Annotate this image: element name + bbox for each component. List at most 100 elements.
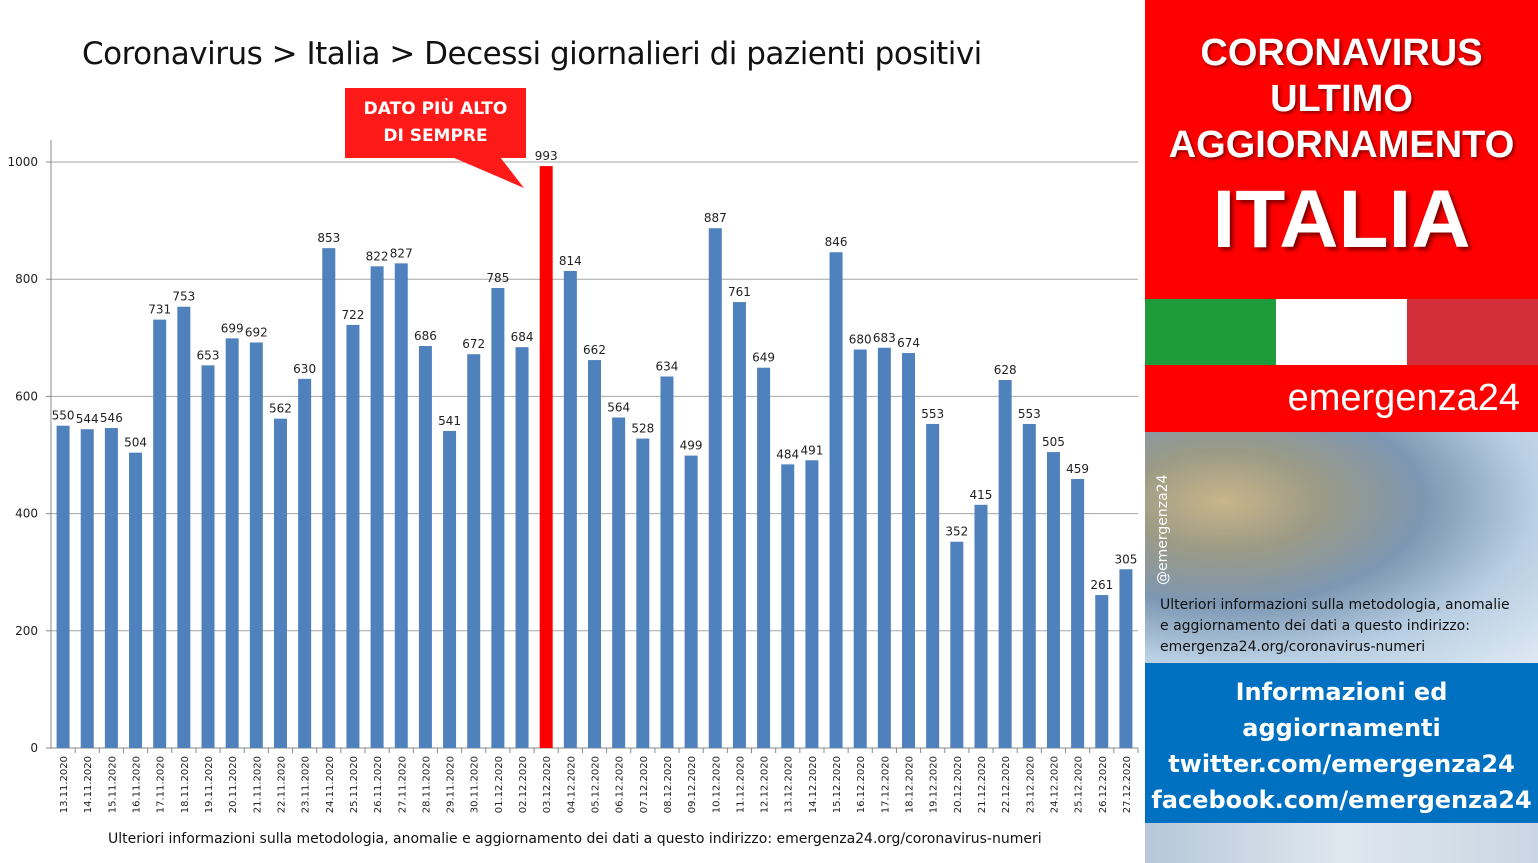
bar-highlight bbox=[539, 166, 553, 749]
bar bbox=[322, 248, 336, 748]
bar bbox=[902, 353, 916, 748]
data-label: 731 bbox=[148, 303, 171, 317]
bar bbox=[467, 354, 481, 748]
flag-green bbox=[1145, 299, 1276, 365]
x-tick-label: 19.11.2020 bbox=[204, 756, 215, 813]
x-tick-label: 07.12.2020 bbox=[639, 756, 650, 813]
x-tick-label: 17.11.2020 bbox=[156, 756, 167, 813]
x-tick-label: 26.12.2020 bbox=[1098, 756, 1109, 813]
bar bbox=[732, 302, 746, 748]
x-tick-label: 08.12.2020 bbox=[663, 756, 674, 813]
x-tick-label: 06.12.2020 bbox=[615, 756, 626, 813]
bar bbox=[515, 347, 529, 748]
facebook-link[interactable]: facebook.com/emergenza24 bbox=[1151, 786, 1532, 814]
y-tick-label: 0 bbox=[30, 741, 38, 755]
bar bbox=[1071, 479, 1085, 748]
x-tick-label: 27.12.2020 bbox=[1122, 756, 1133, 813]
bar bbox=[153, 319, 167, 748]
data-label: 684 bbox=[511, 330, 534, 344]
x-tick-label: 02.12.2020 bbox=[518, 756, 529, 813]
bar bbox=[298, 378, 312, 748]
bar bbox=[443, 430, 457, 748]
y-tick-label: 400 bbox=[15, 507, 38, 521]
bar bbox=[249, 342, 263, 748]
callout-arrow bbox=[452, 157, 524, 188]
bar bbox=[588, 360, 601, 748]
bar bbox=[660, 376, 674, 748]
flag-red bbox=[1407, 299, 1538, 365]
data-label: 887 bbox=[704, 211, 727, 225]
bar-chart: 0 200 400 600 800 1000 550 13.11.2020 544 14.11.2… bbox=[7, 140, 1139, 813]
social-line-2: aggiornamenti bbox=[1242, 714, 1441, 742]
data-label: 846 bbox=[825, 235, 848, 249]
x-tick-label: 21.12.2020 bbox=[977, 756, 988, 813]
side-info-line-2: e aggiornamento dei dati a questo indiri… bbox=[1160, 618, 1470, 634]
data-label: 553 bbox=[1018, 407, 1041, 421]
side-panel: CORONAVIRUS ULTIMO AGGIORNAMENTO ITALIA … bbox=[1145, 0, 1538, 863]
bar bbox=[636, 438, 650, 748]
italian-flag bbox=[1145, 299, 1538, 365]
x-tick-label: 13.11.2020 bbox=[59, 756, 70, 813]
data-label: 352 bbox=[945, 525, 968, 539]
side-info-link[interactable]: emergenza24.org/coronavirus-numeri bbox=[1160, 639, 1426, 655]
data-label: 761 bbox=[728, 285, 751, 299]
x-tick-label: 23.11.2020 bbox=[301, 756, 312, 813]
record-callout: DATO PIÙ ALTO DI SEMPRE bbox=[345, 88, 526, 158]
x-tick-label: 17.12.2020 bbox=[880, 756, 891, 813]
bar bbox=[129, 452, 143, 748]
x-tick-label: 22.11.2020 bbox=[276, 756, 287, 813]
data-label: 634 bbox=[656, 359, 679, 373]
x-tick-label: 09.12.2020 bbox=[687, 756, 698, 813]
x-tick-label: 13.12.2020 bbox=[784, 756, 795, 813]
bar bbox=[177, 306, 191, 748]
x-tick-label: 18.12.2020 bbox=[905, 756, 916, 813]
x-tick-label: 29.11.2020 bbox=[446, 756, 457, 813]
data-label: 491 bbox=[800, 443, 823, 457]
side-info-line-1: Ulteriori informazioni sulla metodologia… bbox=[1160, 597, 1510, 613]
bar bbox=[225, 338, 239, 748]
bar bbox=[974, 504, 988, 748]
bar bbox=[491, 287, 505, 748]
data-label: 544 bbox=[76, 412, 99, 426]
bar bbox=[1119, 569, 1133, 748]
x-tick-label: 30.11.2020 bbox=[470, 756, 481, 813]
bar bbox=[201, 365, 215, 748]
bar bbox=[370, 266, 384, 748]
data-label: 662 bbox=[583, 343, 606, 357]
data-label: 653 bbox=[197, 348, 220, 362]
x-tick-label: 15.12.2020 bbox=[832, 756, 843, 813]
x-tick-label: 19.12.2020 bbox=[929, 756, 940, 813]
bar bbox=[853, 349, 867, 748]
brand-name: emergenza24 bbox=[1287, 377, 1520, 419]
data-label: 546 bbox=[100, 411, 123, 425]
twitter-link[interactable]: twitter.com/emergenza24 bbox=[1168, 750, 1515, 778]
y-tick-label: 800 bbox=[15, 272, 38, 286]
callout-line-2: DI SEMPRE bbox=[383, 126, 488, 146]
data-label: 993 bbox=[535, 149, 558, 163]
chart-title: Coronavirus > Italia > Decessi giornalie… bbox=[82, 36, 982, 72]
data-label: 680 bbox=[849, 333, 872, 347]
x-tick-label: 16.11.2020 bbox=[132, 756, 143, 813]
data-label: 541 bbox=[438, 414, 461, 428]
x-tick-label: 05.12.2020 bbox=[591, 756, 602, 813]
data-label: 562 bbox=[269, 402, 292, 416]
social-line-1: Informazioni ed bbox=[1235, 678, 1448, 706]
data-label: 649 bbox=[752, 351, 775, 365]
headline-box: CORONAVIRUS ULTIMO AGGIORNAMENTO ITALIA bbox=[1145, 0, 1538, 299]
bar bbox=[394, 263, 408, 748]
bar bbox=[926, 423, 940, 748]
x-tick-label: 20.12.2020 bbox=[953, 756, 964, 813]
brand-bar: emergenza24 bbox=[1145, 365, 1538, 432]
data-label: 261 bbox=[1090, 578, 1113, 592]
bar bbox=[998, 379, 1012, 748]
y-tick-label: 1000 bbox=[7, 155, 38, 169]
data-label: 504 bbox=[124, 436, 147, 450]
data-label: 822 bbox=[366, 249, 389, 263]
x-tick-label: 24.12.2020 bbox=[1049, 756, 1060, 813]
bar bbox=[1046, 452, 1060, 748]
data-label: 564 bbox=[607, 400, 630, 414]
x-tick-label: 25.12.2020 bbox=[1074, 756, 1085, 813]
x-tick-label: 14.12.2020 bbox=[808, 756, 819, 813]
bar bbox=[877, 347, 891, 748]
data-label: 785 bbox=[486, 271, 509, 285]
